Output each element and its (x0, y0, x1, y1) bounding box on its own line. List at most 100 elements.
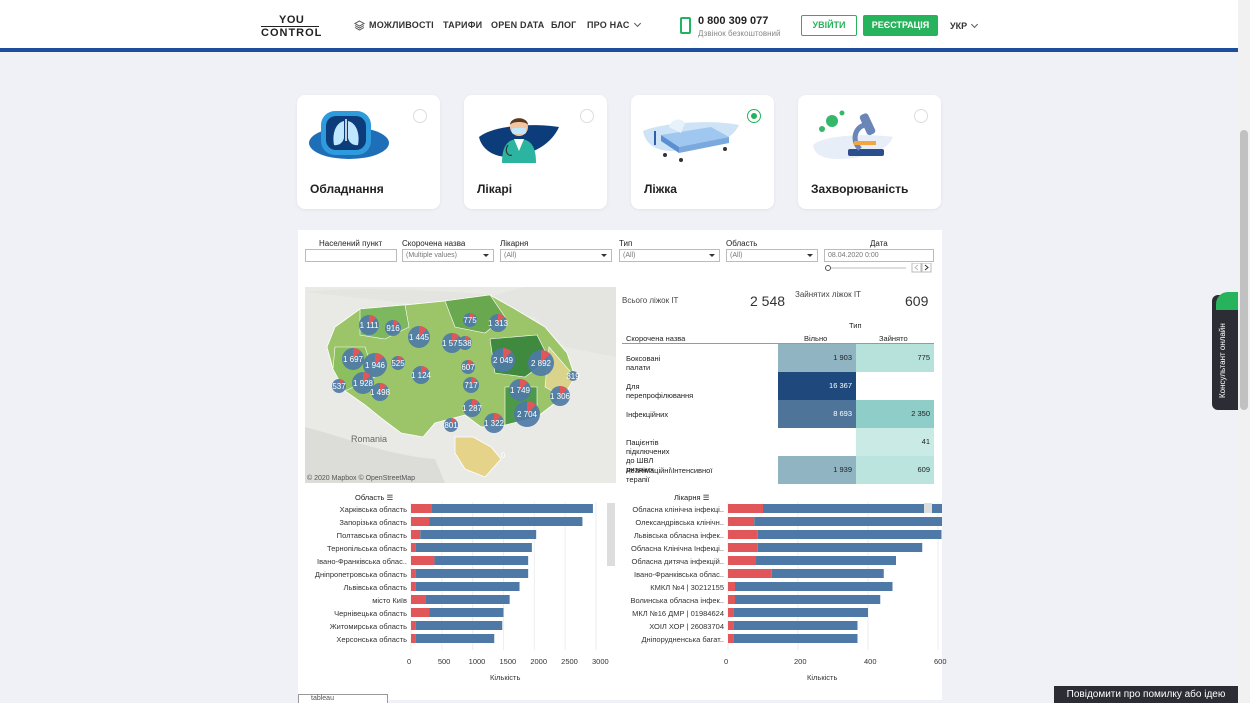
table-cell-free[interactable] (778, 428, 856, 456)
sort-icon[interactable]: ☰ (702, 493, 710, 502)
bar-free[interactable] (735, 582, 893, 591)
phone-number[interactable]: 0 800 309 077 (698, 15, 769, 27)
bar-occupied[interactable] (411, 634, 416, 643)
map-bubble[interactable]: 2 704 (514, 401, 540, 427)
map-bubble[interactable]: 1 124 (411, 366, 432, 384)
hospital-chart-header[interactable]: Лікарня ☰ (674, 493, 709, 502)
bar-free[interactable] (733, 621, 858, 630)
filter-short-name-select[interactable]: (Multiple values) (402, 249, 494, 262)
bar-occupied[interactable] (411, 517, 430, 526)
card-equipment[interactable]: Обладнання (297, 95, 440, 209)
hospital-chart-svg[interactable] (618, 502, 942, 652)
nav-about[interactable]: ПРО НАС (587, 19, 641, 30)
region-chart-svg[interactable] (298, 502, 618, 652)
filter-type-select[interactable]: (All) (619, 249, 720, 262)
sort-icon[interactable]: ☰ (386, 493, 394, 502)
map-bubble[interactable]: 1 111 (359, 315, 379, 335)
card-radio[interactable] (914, 109, 928, 123)
table-cell-busy[interactable]: 2 350 (856, 400, 934, 428)
page-scrollbar[interactable] (1238, 0, 1250, 703)
map-bubble[interactable]: 0 (494, 446, 512, 464)
bar-free[interactable] (763, 504, 942, 513)
bar-occupied[interactable] (411, 543, 416, 552)
card-doctors[interactable]: Лікарі (464, 95, 607, 209)
bar-occupied[interactable] (411, 582, 416, 591)
table-cell-busy[interactable]: 609 (856, 456, 934, 484)
nav-tariffs[interactable]: ТАРИФИ (443, 20, 483, 30)
table-cell-busy[interactable]: 775 (856, 344, 934, 372)
bar-occupied[interactable] (728, 517, 755, 526)
bar-free[interactable] (429, 608, 504, 617)
region-chart-header[interactable]: Область ☰ (355, 493, 393, 502)
scroll-thumb[interactable] (1240, 130, 1248, 410)
bar-free[interactable] (415, 582, 520, 591)
bar-free[interactable] (757, 543, 923, 552)
filter-hospital-select[interactable]: (All) (500, 249, 612, 262)
bar-free[interactable] (735, 595, 881, 604)
map-bubble[interactable]: 319 (566, 371, 580, 381)
table-cell-free[interactable]: 8 693 (778, 400, 856, 428)
bar-free[interactable] (771, 569, 884, 578)
map-bubble[interactable]: 1 749 (509, 379, 531, 401)
map-bubble[interactable]: 1 946 (363, 353, 387, 377)
map-bubble[interactable]: 537 (332, 379, 346, 393)
bar-free[interactable] (415, 569, 529, 578)
bar-occupied[interactable] (728, 556, 756, 565)
nav-features[interactable]: МОЖЛИВОСТІ (369, 20, 434, 30)
date-slider[interactable] (824, 263, 936, 273)
table-cell-busy[interactable]: 41 (856, 428, 934, 456)
bar-occupied[interactable] (411, 504, 432, 513)
bar-occupied[interactable] (411, 595, 426, 604)
bar-occupied[interactable] (728, 504, 763, 513)
filter-date-input[interactable]: 08.04.2020 0:00 (824, 249, 934, 262)
bar-free[interactable] (415, 634, 495, 643)
bar-occupied[interactable] (728, 634, 734, 643)
bar-occupied[interactable] (728, 543, 758, 552)
bar-occupied[interactable] (728, 582, 735, 591)
map-bubble[interactable]: 2 049 (491, 348, 515, 372)
map-bubble[interactable]: 525 (391, 356, 405, 370)
map-bubble[interactable]: 1 322 (484, 413, 505, 433)
bar-occupied[interactable] (411, 530, 421, 539)
bar-free[interactable] (425, 595, 510, 604)
map-bubble[interactable]: 2 892 (528, 350, 554, 376)
map-bubble[interactable]: 801 (444, 418, 458, 432)
bar-occupied[interactable] (728, 621, 734, 630)
bar-free[interactable] (754, 517, 942, 526)
bar-free[interactable] (420, 530, 537, 539)
filter-region-select[interactable]: (All) (726, 249, 818, 262)
table-cell-free[interactable]: 1 903 (778, 344, 856, 372)
report-error-button[interactable]: Повідомити про помилку або ідею (1054, 686, 1238, 703)
map-bubble[interactable]: 775 (463, 313, 477, 327)
bar-occupied[interactable] (411, 569, 416, 578)
map-bubble[interactable]: 1 697 (342, 348, 364, 370)
map-bubble[interactable]: 1 575 (442, 333, 463, 353)
nav-blog[interactable]: БЛОГ (551, 20, 577, 30)
bar-free[interactable] (733, 634, 858, 643)
map-bubble[interactable]: 1 498 (370, 383, 391, 401)
slider-prev-button[interactable] (911, 263, 922, 273)
slider-handle[interactable] (825, 265, 831, 271)
youcontrol-logo[interactable]: YOU CONTROL (261, 14, 321, 39)
map-bubble[interactable]: 1 306 (550, 386, 571, 406)
map-bubble[interactable]: 1 287 (462, 399, 483, 417)
bar-free[interactable] (431, 504, 593, 513)
card-radio[interactable] (580, 109, 594, 123)
slider-next-button[interactable] (921, 263, 932, 273)
table-cell-free[interactable]: 16 367 (778, 372, 856, 400)
card-radio[interactable] (413, 109, 427, 123)
login-button[interactable]: УВІЙТИ (801, 15, 857, 36)
map-bubble[interactable]: 1 313 (488, 314, 509, 332)
bar-free[interactable] (733, 608, 868, 617)
ukraine-map[interactable]: Romania 1 111 916 775 1 313 1 445 1 575 538 1 6… (305, 287, 616, 483)
bar-free[interactable] (415, 621, 503, 630)
map-bubble[interactable]: 916 (385, 320, 401, 336)
online-consultant-widget[interactable] (1212, 295, 1238, 410)
hospital-chart-scrollbar[interactable] (924, 503, 932, 513)
card-radio[interactable] (747, 109, 761, 123)
tableau-logo[interactable]: tableau (298, 694, 388, 703)
nav-open-data[interactable]: OPEN DATA (491, 20, 545, 30)
bar-occupied[interactable] (728, 530, 758, 539)
card-morbidity[interactable]: Захворюваність (798, 95, 941, 209)
